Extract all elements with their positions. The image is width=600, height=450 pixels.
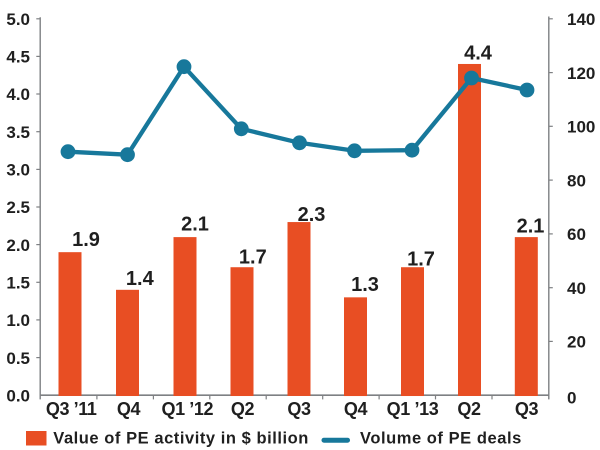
svg-text:3.0: 3.0 xyxy=(6,161,30,180)
svg-text:4.0: 4.0 xyxy=(6,85,30,104)
svg-text:Q3: Q3 xyxy=(287,399,311,419)
svg-text:100: 100 xyxy=(567,118,595,137)
svg-text:0: 0 xyxy=(567,388,576,407)
svg-text:3.5: 3.5 xyxy=(6,123,30,142)
svg-text:80: 80 xyxy=(567,171,586,190)
svg-text:2.0: 2.0 xyxy=(6,236,30,255)
svg-text:Q1 ’13: Q1 ’13 xyxy=(387,399,439,419)
svg-text:Q3: Q3 xyxy=(515,399,539,419)
svg-text:1.0: 1.0 xyxy=(6,311,30,330)
svg-text:2.1: 2.1 xyxy=(517,216,545,238)
svg-text:Volume of PE deals: Volume of PE deals xyxy=(360,430,522,448)
svg-text:2.5: 2.5 xyxy=(6,198,30,217)
svg-text:40: 40 xyxy=(567,279,586,298)
svg-text:Q2: Q2 xyxy=(231,399,255,419)
svg-text:120: 120 xyxy=(567,64,595,83)
svg-text:1.5: 1.5 xyxy=(6,274,30,293)
svg-text:Q2: Q2 xyxy=(457,399,481,419)
svg-text:1.7: 1.7 xyxy=(239,247,267,269)
svg-text:20: 20 xyxy=(567,333,586,352)
svg-text:2.3: 2.3 xyxy=(298,204,326,226)
svg-text:1.4: 1.4 xyxy=(126,268,155,290)
svg-text:Value of PE activity in $ bill: Value of PE activity in $ billion xyxy=(53,430,309,448)
svg-text:60: 60 xyxy=(567,225,586,244)
svg-text:Q4: Q4 xyxy=(117,399,141,419)
svg-text:5.0: 5.0 xyxy=(6,10,30,29)
svg-text:2.1: 2.1 xyxy=(181,214,209,236)
svg-text:4.4: 4.4 xyxy=(464,42,493,64)
svg-text:0.0: 0.0 xyxy=(6,386,30,405)
svg-text:1.3: 1.3 xyxy=(351,274,379,296)
svg-text:1.9: 1.9 xyxy=(72,229,100,251)
svg-text:Q4: Q4 xyxy=(344,399,368,419)
svg-text:4.5: 4.5 xyxy=(6,48,30,67)
svg-text:0.5: 0.5 xyxy=(6,349,30,368)
svg-text:140: 140 xyxy=(567,10,595,29)
svg-text:1.7: 1.7 xyxy=(407,248,435,270)
svg-text:Q1 ’12: Q1 ’12 xyxy=(161,399,213,419)
svg-text:Q3 ’11: Q3 ’11 xyxy=(46,399,97,419)
